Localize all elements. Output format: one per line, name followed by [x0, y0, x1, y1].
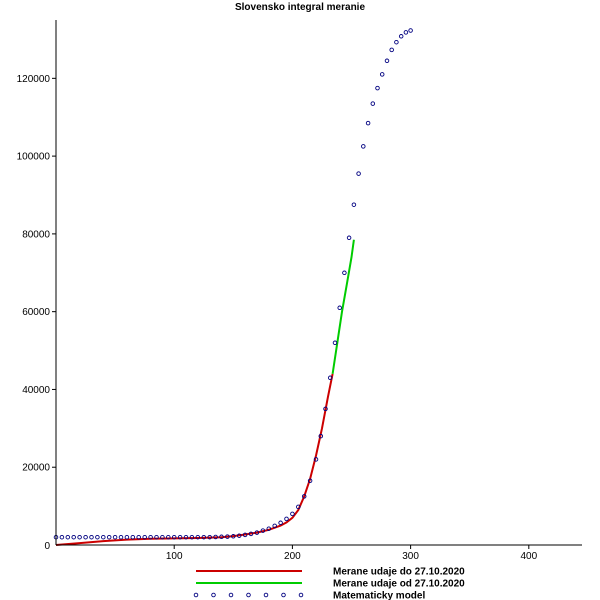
y-tick-label: 80000 [22, 229, 50, 240]
data-point [225, 534, 230, 539]
data-point [77, 534, 82, 540]
data-point [356, 171, 361, 176]
data-point [231, 534, 236, 539]
data-point [207, 534, 212, 540]
legend-label-2: Matematicky model [333, 591, 425, 600]
y-tick-label: 40000 [22, 385, 50, 396]
data-point [142, 534, 147, 540]
legend-marker [193, 592, 199, 598]
data-point [177, 534, 183, 540]
series-line-0 [55, 373, 334, 546]
data-point [296, 504, 301, 510]
data-point [290, 511, 295, 517]
data-point [112, 534, 118, 540]
data-point [195, 534, 201, 540]
data-point [130, 534, 136, 540]
data-point [148, 534, 153, 540]
data-point [254, 530, 260, 535]
legend-marker [298, 592, 304, 598]
data-point [332, 340, 338, 346]
data-point [278, 520, 283, 526]
data-point [95, 534, 100, 540]
data-point [171, 534, 177, 540]
data-point [370, 101, 376, 106]
data-point [201, 534, 207, 540]
legend-label-0: Merane udaje do 27.10.2020 [333, 567, 465, 578]
legend-marker [281, 592, 286, 598]
data-point [351, 202, 357, 207]
data-point [301, 494, 307, 499]
data-point [318, 433, 324, 439]
axes: 100 200 300 400 20000 40000 60000 80000 100000 12… [17, 20, 582, 562]
x-tick-label: 200 [284, 551, 301, 562]
data-point [154, 534, 159, 540]
data-point [313, 457, 319, 462]
x-tick-label: 100 [166, 551, 183, 562]
x-tick-label: 400 [520, 551, 537, 562]
data-point [403, 30, 409, 35]
chart-title: Slovensko integral meranie [235, 2, 365, 13]
legend-marker [211, 592, 216, 598]
legend-marker [263, 592, 269, 598]
data-point [346, 235, 352, 241]
data-point [248, 531, 254, 537]
data-point [327, 375, 333, 381]
y-tick-label: 100000 [17, 152, 51, 163]
data-point [160, 534, 165, 540]
data-point [361, 144, 366, 149]
y-tick-label: 20000 [22, 463, 50, 474]
plot-area [53, 28, 413, 546]
x-tick-label: 300 [402, 551, 419, 562]
data-point [166, 534, 171, 540]
y-tick-label: 120000 [17, 74, 51, 85]
data-point [307, 478, 313, 484]
data-point [219, 534, 224, 540]
data-point [236, 533, 242, 538]
data-point [365, 120, 371, 126]
data-point [106, 534, 112, 540]
data-point [136, 534, 141, 540]
y-tick-label: 60000 [22, 307, 50, 318]
data-point [284, 516, 289, 522]
data-point [384, 58, 390, 64]
data-point [342, 270, 347, 276]
data-point [83, 534, 88, 540]
data-point [337, 305, 342, 311]
legend-marker [228, 592, 234, 598]
data-point [101, 534, 106, 540]
data-point [323, 406, 328, 412]
data-point [375, 85, 380, 91]
data-point [408, 28, 413, 33]
data-point [65, 534, 71, 540]
legend-marker [246, 592, 251, 598]
data-point [398, 34, 404, 39]
data-point [260, 528, 266, 533]
series-line-1 [331, 239, 355, 375]
data-point [242, 532, 248, 538]
data-point [189, 534, 195, 540]
data-point [266, 526, 272, 531]
data-point [124, 534, 130, 540]
legend-label-1: Merane udaje od 27.10.2020 [333, 579, 465, 590]
data-point [394, 39, 399, 45]
data-point [118, 534, 124, 540]
data-point [272, 523, 277, 529]
origin-label: 0 [44, 541, 50, 552]
data-point [213, 534, 218, 540]
data-point [59, 534, 65, 540]
data-point [389, 47, 394, 53]
data-point [379, 72, 385, 77]
data-point [89, 534, 94, 540]
data-point [183, 534, 189, 540]
data-point [71, 534, 76, 540]
